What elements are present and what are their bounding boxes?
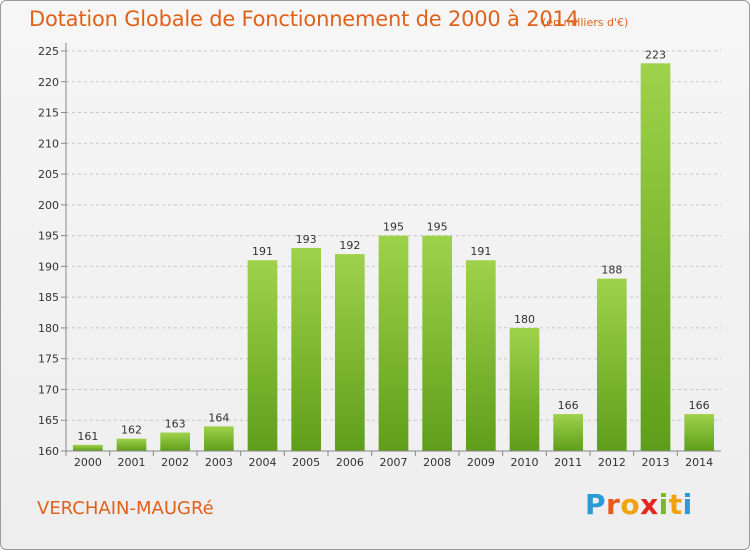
logo-letter: x	[640, 488, 659, 521]
chart-unit: (en milliers d'€)	[542, 16, 629, 29]
bar	[378, 235, 409, 451]
bar	[553, 414, 584, 451]
x-tick-label: 2001	[118, 456, 146, 469]
bar	[640, 63, 671, 452]
bar-value-label: 195	[383, 221, 404, 234]
y-tick-label: 220	[38, 76, 59, 89]
bar	[291, 247, 322, 451]
y-tick-label: 215	[38, 107, 59, 120]
x-tick-label: 2006	[336, 456, 364, 469]
logo-letter: r	[606, 488, 621, 521]
x-tick-label: 2010	[511, 456, 539, 469]
x-tick-label: 2014	[685, 456, 713, 469]
x-tick-label: 2000	[74, 456, 102, 469]
bar	[684, 414, 715, 451]
bar-value-label: 195	[427, 221, 448, 234]
bar	[422, 235, 453, 451]
logo-letter: P	[585, 488, 607, 521]
y-tick-label: 175	[38, 353, 59, 366]
y-tick-label: 180	[38, 322, 59, 335]
bar-value-label: 166	[689, 399, 710, 412]
bar	[247, 260, 278, 451]
y-tick-label: 225	[38, 45, 59, 58]
y-tick-label: 160	[38, 445, 59, 458]
chart-title: Dotation Globale de Fonctionnement de 20…	[29, 7, 579, 31]
y-tick-label: 185	[38, 291, 59, 304]
y-tick-label: 205	[38, 168, 59, 181]
bar	[72, 444, 103, 451]
x-tick-label: 2003	[205, 456, 233, 469]
x-tick-label: 2005	[292, 456, 320, 469]
y-tick-label: 195	[38, 230, 59, 243]
bar	[509, 327, 540, 451]
x-tick-label: 2009	[467, 456, 495, 469]
town-name: VERCHAIN-MAUGRé	[37, 498, 214, 519]
x-tick-label: 2008	[423, 456, 451, 469]
x-tick-label: 2007	[380, 456, 408, 469]
y-tick-label: 210	[38, 137, 59, 150]
logo-letter: i	[682, 488, 693, 521]
bar-value-label: 166	[558, 399, 579, 412]
bar-value-label: 163	[165, 418, 186, 431]
bar-value-label: 164	[208, 411, 229, 424]
bar	[116, 438, 147, 451]
y-tick-label: 165	[38, 414, 59, 427]
bar-value-label: 180	[514, 313, 535, 326]
x-tick-label: 2004	[249, 456, 277, 469]
x-tick-label: 2013	[642, 456, 670, 469]
logo-letter: i	[658, 488, 669, 521]
bar-value-label: 191	[470, 245, 491, 258]
logo-letter: o	[620, 488, 641, 521]
bar-value-label: 188	[601, 264, 622, 277]
bar	[160, 432, 191, 451]
bar-value-label: 161	[77, 430, 98, 443]
logo-letter: t	[668, 488, 683, 521]
bar	[596, 278, 627, 451]
y-tick-label: 170	[38, 383, 59, 396]
proxiti-logo[interactable]: Proxiti	[585, 488, 693, 521]
bar	[465, 260, 496, 451]
bar-value-label: 193	[296, 233, 317, 246]
y-tick-label: 200	[38, 199, 59, 212]
bar	[334, 254, 365, 451]
y-tick-label: 190	[38, 260, 59, 273]
x-tick-label: 2012	[598, 456, 626, 469]
bar-value-label: 162	[121, 424, 142, 437]
bar-value-label: 191	[252, 245, 273, 258]
x-tick-label: 2002	[161, 456, 189, 469]
bar	[203, 426, 234, 451]
bar-value-label: 192	[339, 239, 360, 252]
bar-value-label: 223	[645, 48, 666, 61]
x-tick-label: 2011	[554, 456, 582, 469]
